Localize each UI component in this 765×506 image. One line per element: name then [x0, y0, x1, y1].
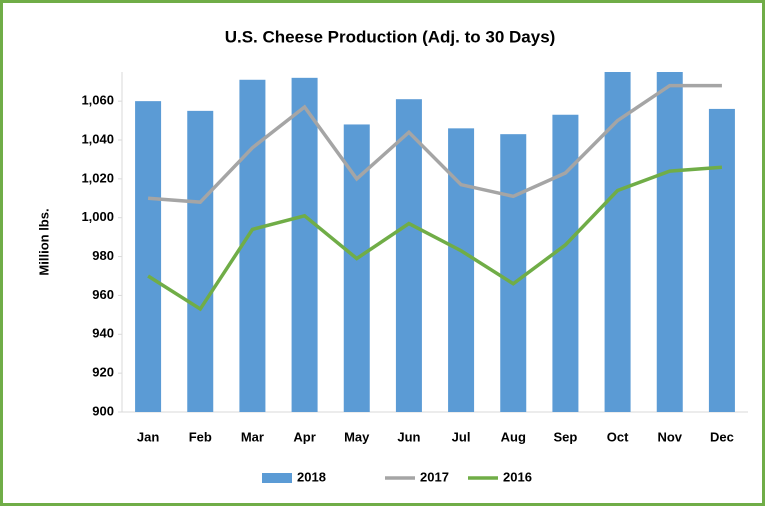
y-tick-label: 980: [92, 248, 114, 263]
line: [147, 83, 722, 204]
x-tick-label: Jul: [452, 429, 471, 444]
x-tick-label: May: [344, 429, 370, 444]
bar: [187, 110, 214, 412]
bar: [500, 134, 527, 412]
x-tick-label: Apr: [293, 429, 315, 444]
y-tick-label: 940: [92, 326, 114, 341]
x-tick-label: Mar: [241, 429, 264, 444]
y-axis-label: Million lbs.: [36, 208, 51, 275]
bar: [395, 99, 422, 412]
bar: [552, 114, 579, 412]
x-tick-label: Dec: [710, 429, 734, 444]
y-tick-label: 1,020: [81, 170, 114, 185]
bar: [239, 79, 266, 413]
bar: [448, 128, 475, 413]
x-tick-label: Feb: [189, 429, 212, 444]
x-tick-label: Jun: [397, 429, 420, 444]
y-tick-label: 1,000: [81, 209, 114, 224]
legend-label: 2018: [297, 469, 326, 484]
x-tick-label: Nov: [657, 429, 682, 444]
y-tick-label: 1,060: [81, 93, 114, 108]
x-tick-label: Sep: [553, 429, 577, 444]
y-tick-label: 920: [92, 365, 114, 380]
x-tick-label: Jan: [137, 429, 159, 444]
bar: [708, 108, 735, 413]
legend-label: 2017: [420, 469, 449, 484]
y-tick-label: 900: [92, 403, 114, 418]
legend-swatch: [262, 473, 292, 483]
bar: [291, 77, 318, 412]
x-tick-label: Oct: [607, 429, 629, 444]
y-tick-label: 1,040: [81, 131, 114, 146]
line: [147, 165, 723, 312]
chart-title: U.S. Cheese Production (Adj. to 30 Days): [225, 27, 556, 46]
legend-label: 2016: [503, 469, 532, 484]
y-tick-label: 960: [92, 287, 114, 302]
bar: [135, 101, 162, 413]
bar: [656, 72, 683, 412]
x-tick-label: Aug: [501, 429, 526, 444]
